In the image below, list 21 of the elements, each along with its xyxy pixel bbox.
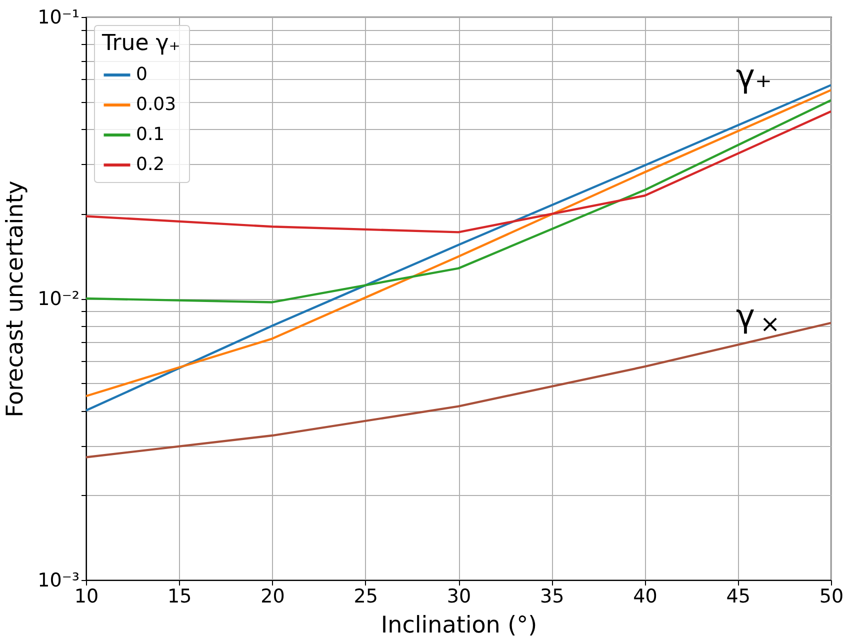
- y-tick-label: 10⁻²: [38, 288, 80, 310]
- x-tick-label: 35: [540, 586, 564, 608]
- x-tick-label: 45: [726, 586, 750, 608]
- legend-title: True γ₊: [101, 31, 180, 56]
- x-tick-label: 20: [260, 586, 285, 608]
- x-tick-label: 25: [354, 586, 378, 608]
- x-axis-title: Inclination (°): [380, 612, 538, 638]
- x-tick-label: 15: [168, 586, 192, 608]
- x-tick-label: 30: [446, 586, 472, 608]
- legend-label: 0: [136, 64, 148, 85]
- legend-label: 0.1: [136, 124, 165, 145]
- annotation: γ×: [736, 297, 780, 338]
- y-axis-title: Forecast uncertainty: [2, 180, 29, 418]
- y-tick-label: 10⁻¹: [38, 6, 80, 28]
- legend-label: 0.03: [136, 94, 176, 115]
- x-tick-label: 50: [819, 586, 844, 608]
- x-tick-label: 40: [633, 586, 658, 608]
- x-tick-label: 10: [74, 586, 99, 608]
- legend-label: 0.2: [136, 154, 165, 175]
- line-series: [86, 110, 831, 234]
- annotation: γ₊: [736, 57, 772, 95]
